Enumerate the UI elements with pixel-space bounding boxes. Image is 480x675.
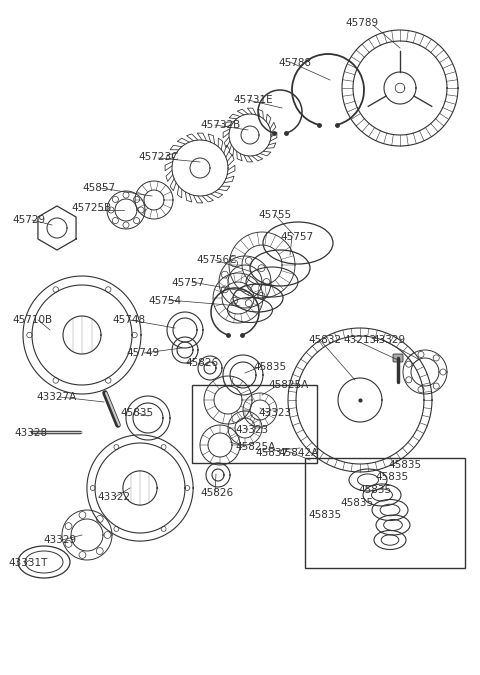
Text: 43331T: 43331T bbox=[8, 558, 48, 568]
Text: 45757: 45757 bbox=[171, 278, 204, 288]
Text: 45832: 45832 bbox=[308, 335, 341, 345]
Text: 45825A: 45825A bbox=[235, 442, 275, 452]
Text: 43322: 43322 bbox=[97, 492, 130, 502]
Text: 45835: 45835 bbox=[253, 362, 286, 372]
Text: 45835: 45835 bbox=[358, 485, 391, 495]
Text: 45825A: 45825A bbox=[268, 380, 308, 390]
Text: 45789: 45789 bbox=[345, 18, 378, 28]
Text: 43213: 43213 bbox=[343, 335, 376, 345]
Text: 45748: 45748 bbox=[112, 315, 145, 325]
Text: 43328: 43328 bbox=[14, 428, 47, 438]
Text: 45835: 45835 bbox=[375, 472, 408, 482]
Text: 45725B: 45725B bbox=[71, 203, 111, 213]
Text: 45837: 45837 bbox=[255, 448, 288, 458]
Text: 45826: 45826 bbox=[200, 488, 233, 498]
Text: 43329: 43329 bbox=[43, 535, 76, 545]
Text: 45723C: 45723C bbox=[138, 152, 179, 162]
Text: 43323: 43323 bbox=[235, 425, 268, 435]
Text: 45732B: 45732B bbox=[200, 120, 240, 130]
Text: 45788: 45788 bbox=[278, 58, 311, 68]
Text: 45835: 45835 bbox=[340, 498, 373, 508]
Bar bbox=[305, 458, 465, 568]
Text: 45754: 45754 bbox=[148, 296, 181, 306]
Text: 45755: 45755 bbox=[258, 210, 291, 220]
Bar bbox=[192, 385, 317, 463]
Text: 45835: 45835 bbox=[308, 510, 341, 520]
Text: 45749: 45749 bbox=[126, 348, 159, 358]
Text: 43329: 43329 bbox=[372, 335, 405, 345]
Text: 43327A: 43327A bbox=[36, 392, 76, 402]
Text: 45729: 45729 bbox=[12, 215, 45, 225]
Text: 43323: 43323 bbox=[258, 408, 291, 418]
Text: 45756C: 45756C bbox=[196, 255, 237, 265]
Text: 45757: 45757 bbox=[280, 232, 313, 242]
Text: 45710B: 45710B bbox=[12, 315, 52, 325]
Text: 45835: 45835 bbox=[120, 408, 153, 418]
Text: 45857: 45857 bbox=[82, 183, 115, 193]
Text: 45826: 45826 bbox=[185, 358, 218, 368]
Text: 45835: 45835 bbox=[388, 460, 421, 470]
Text: 45731E: 45731E bbox=[233, 95, 273, 105]
Text: 45842A: 45842A bbox=[278, 448, 318, 458]
FancyBboxPatch shape bbox=[393, 354, 403, 362]
